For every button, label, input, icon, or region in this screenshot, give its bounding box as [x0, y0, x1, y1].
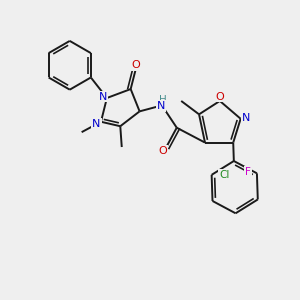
Text: N: N: [242, 113, 250, 123]
Text: Cl: Cl: [219, 170, 229, 180]
Text: N: N: [92, 119, 101, 129]
Text: N: N: [99, 92, 107, 101]
Text: O: O: [131, 60, 140, 70]
Text: H: H: [159, 95, 167, 105]
Text: O: O: [158, 146, 167, 156]
Text: O: O: [215, 92, 224, 101]
Text: N: N: [157, 101, 166, 111]
Text: F: F: [245, 167, 251, 177]
